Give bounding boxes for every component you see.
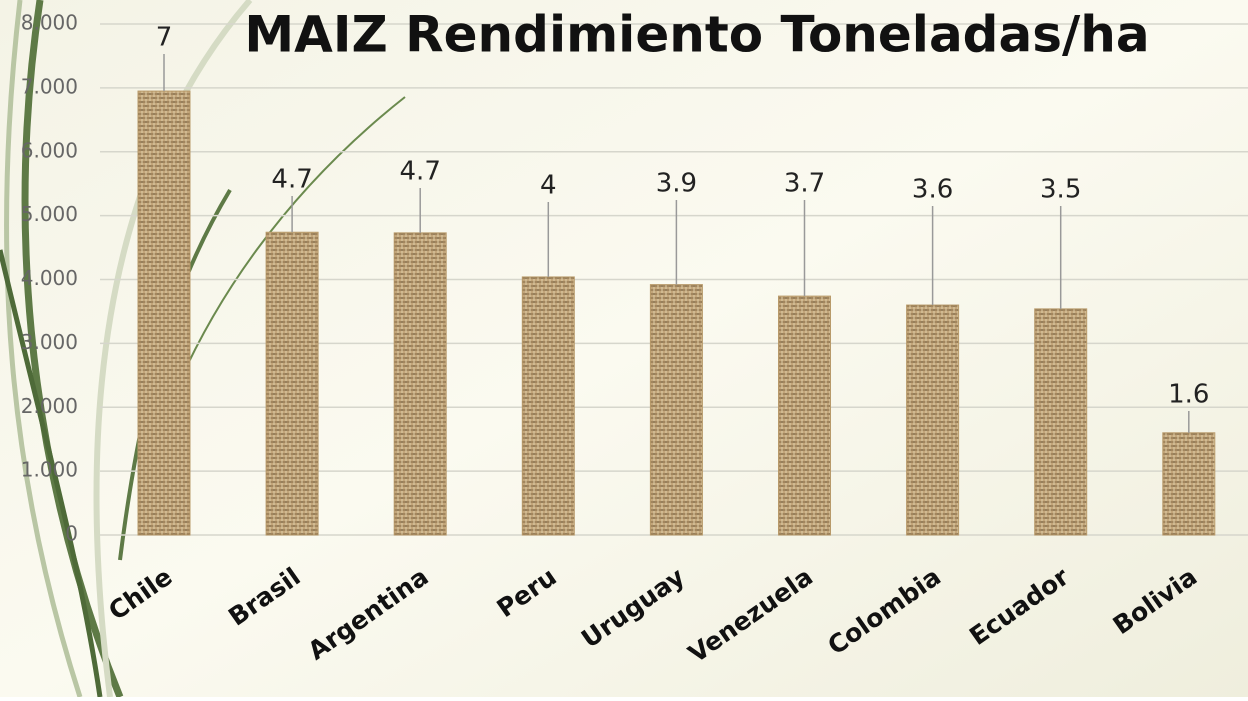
y-tick-label: 4.000 [21, 266, 78, 290]
data-label: 3.7 [784, 169, 825, 199]
y-tick-label: 6.000 [21, 138, 78, 162]
data-label: 7 [156, 23, 173, 53]
bar [906, 304, 960, 536]
bar [1162, 432, 1216, 536]
bar [778, 295, 831, 536]
y-tick-label: 7.000 [21, 74, 78, 98]
y-tick-label: 3.000 [21, 330, 78, 354]
data-label: 3.5 [1040, 175, 1081, 205]
data-label: 1.6 [1168, 380, 1209, 410]
data-label: 4.7 [400, 157, 441, 187]
data-label: 4.7 [271, 165, 312, 195]
data-label: 3.6 [912, 175, 953, 205]
bar [137, 90, 191, 536]
bar [1034, 308, 1088, 536]
y-tick-label: 2.000 [21, 394, 78, 418]
bar [393, 232, 447, 536]
data-label: 3.9 [656, 169, 697, 199]
y-tick-label: 5.000 [21, 202, 78, 226]
data-label: 4 [540, 171, 557, 201]
y-tick-label: 0 [65, 522, 78, 546]
y-tick-label: 1.000 [21, 458, 78, 482]
bar [265, 231, 319, 536]
chart-title: MAIZ Rendimiento Toneladas/ha [244, 6, 1149, 64]
y-tick-label: 8.000 [21, 11, 78, 35]
bar [649, 284, 703, 536]
bar [521, 276, 575, 536]
